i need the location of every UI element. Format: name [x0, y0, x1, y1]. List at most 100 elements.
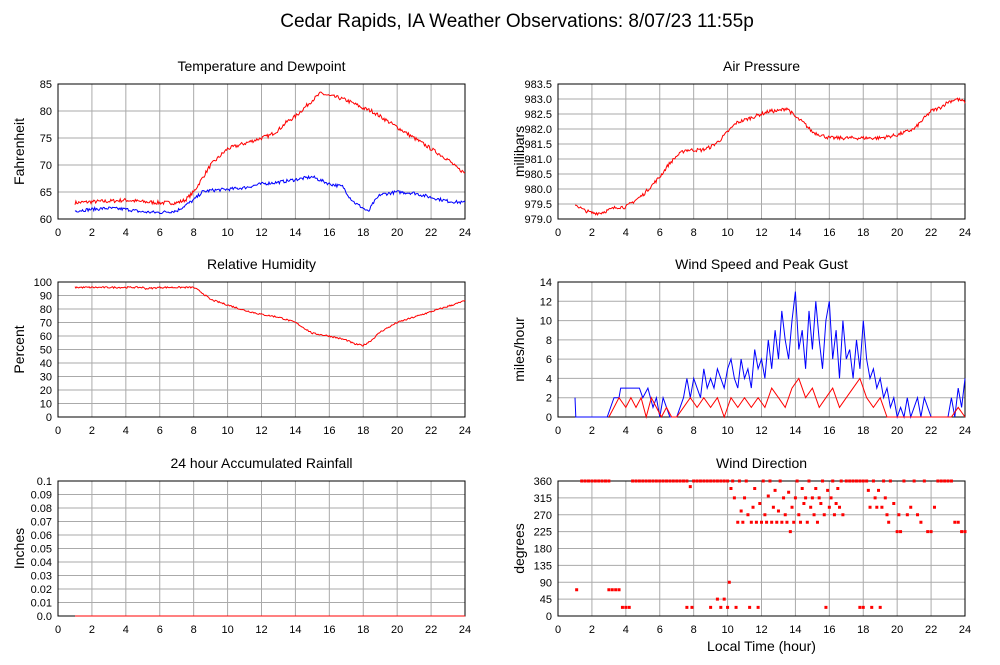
y-tick-label: 30	[40, 372, 52, 384]
data-point	[583, 479, 587, 483]
x-tick-label: 24	[959, 227, 971, 239]
x-tick-label: 6	[657, 227, 663, 239]
x-tick-label: 12	[255, 227, 267, 239]
x-tick-label: 10	[721, 624, 733, 636]
data-point	[624, 605, 628, 609]
chart-title: Wind Direction	[716, 455, 807, 471]
data-point	[795, 479, 799, 483]
x-tick-label: 8	[691, 227, 697, 239]
data-point	[953, 520, 957, 524]
y-tick-label: 12	[540, 296, 552, 308]
x-tick-label: 20	[391, 425, 403, 437]
data-point	[637, 479, 641, 483]
data-point	[783, 513, 787, 517]
data-point	[751, 505, 755, 509]
data-point	[754, 520, 758, 524]
y-tick-label: 8	[546, 335, 552, 347]
data-point	[753, 487, 757, 490]
y-tick-label: 85	[40, 79, 52, 91]
x-tick-label: 20	[391, 227, 403, 239]
x-tick-label: 0	[55, 227, 61, 239]
data-point	[817, 496, 821, 500]
data-point	[882, 479, 886, 483]
y-tick-label: 80	[40, 304, 52, 316]
x-tick-label: 10	[721, 227, 733, 239]
x-tick-label: 24	[459, 425, 471, 437]
x-tick-label: 18	[357, 425, 369, 437]
x-tick-label: 22	[425, 425, 437, 437]
data-point	[824, 605, 828, 609]
data-point	[814, 487, 818, 490]
x-tick-label: 2	[89, 227, 95, 239]
x-tick-label: 6	[157, 624, 163, 636]
x-tick-label: 18	[357, 227, 369, 239]
data-point	[785, 520, 789, 524]
y-tick-label: 981.0	[524, 154, 552, 166]
y-tick-label: 0.04	[31, 557, 52, 569]
data-point	[587, 479, 591, 483]
data-point	[654, 479, 658, 483]
data-point	[819, 502, 823, 505]
x-tick-label: 24	[959, 624, 971, 636]
data-point	[868, 505, 872, 509]
data-point	[726, 479, 730, 483]
data-point	[821, 479, 825, 483]
data-point	[827, 505, 831, 509]
x-tick-label: 16	[323, 227, 335, 239]
data-point	[792, 520, 796, 524]
data-point	[810, 496, 814, 500]
y-tick-label: 180	[534, 544, 552, 556]
data-point	[702, 479, 706, 483]
data-point	[678, 479, 682, 483]
data-point	[851, 479, 855, 483]
y-tick-label: 10	[540, 316, 552, 328]
x-tick-label: 8	[191, 624, 197, 636]
x-tick-label: 22	[425, 624, 437, 636]
y-tick-label: 20	[40, 385, 52, 397]
x-tick-label: 20	[891, 624, 903, 636]
x-tick-label: 4	[123, 425, 129, 437]
data-point	[690, 605, 694, 609]
data-point	[715, 597, 719, 601]
data-point	[737, 479, 741, 483]
x-tick-label: 22	[425, 227, 437, 239]
data-point	[709, 605, 713, 609]
data-point	[722, 597, 726, 601]
data-point	[739, 509, 743, 513]
data-point	[712, 479, 716, 483]
y-tick-label: 0.05	[31, 544, 52, 556]
data-point	[838, 505, 842, 509]
chart-title: Wind Speed and Peak Gust	[675, 256, 848, 272]
data-point	[905, 513, 909, 517]
y-tick-label: 0.1	[37, 476, 52, 488]
data-point	[897, 513, 901, 517]
data-point	[865, 479, 869, 483]
data-point	[748, 605, 752, 609]
data-point	[805, 520, 809, 524]
data-point	[685, 605, 689, 609]
data-point	[858, 605, 862, 609]
x-tick-label: 4	[123, 227, 129, 239]
data-point	[812, 513, 816, 517]
x-axis-label: Local Time (hour)	[707, 638, 816, 654]
data-point	[675, 479, 679, 483]
data-point	[744, 479, 748, 483]
data-point	[749, 520, 753, 524]
y-tick-label: 4	[546, 373, 552, 385]
x-tick-label: 8	[691, 624, 697, 636]
data-point	[768, 479, 772, 483]
data-point	[688, 485, 692, 489]
data-point	[960, 530, 964, 534]
y-tick-label: 60	[40, 331, 52, 343]
x-tick-label: 16	[823, 227, 835, 239]
data-point	[695, 479, 699, 483]
data-point	[963, 530, 967, 534]
y-tick-label: 983.0	[524, 94, 552, 106]
data-point	[861, 605, 865, 609]
data-point	[844, 479, 848, 483]
data-point	[841, 513, 845, 517]
data-point	[809, 505, 813, 509]
